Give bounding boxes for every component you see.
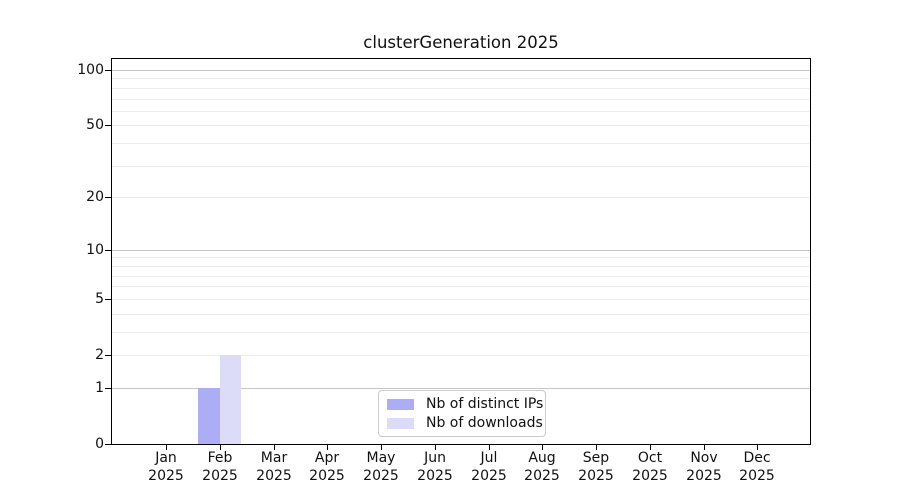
x-tick-label-mar: Mar 2025 — [256, 450, 292, 484]
x-tick-mark-sep — [596, 445, 597, 450]
gridline-minor-90 — [112, 78, 810, 80]
y-tick-mark-1 — [105, 388, 111, 389]
legend-item-distinct-ips: Nb of distinct IPs — [387, 395, 543, 414]
chart-title: clusterGeneration 2025 — [363, 33, 559, 52]
x-tick-label-sep: Sep 2025 — [578, 450, 614, 484]
x-tick-label-jan: Jan 2025 — [148, 450, 184, 484]
x-tick-label-apr: Apr 2025 — [309, 450, 345, 484]
gridline-major-100 — [112, 70, 810, 71]
x-tick-label-oct: Oct 2025 — [632, 450, 668, 484]
gridline-minor-80 — [112, 87, 810, 89]
y-tick-label-50: 50 — [86, 117, 104, 133]
y-tick-mark-0 — [105, 444, 111, 445]
gridline-major-1 — [112, 387, 810, 389]
plot-area: Nb of distinct IPs Nb of downloads — [111, 58, 811, 445]
x-tick-label-jun: Jun 2025 — [417, 450, 453, 484]
x-tick-mark-feb — [220, 445, 221, 450]
y-tick-mark-10 — [105, 250, 111, 251]
x-tick-label-nov: Nov 2025 — [686, 450, 722, 484]
legend-swatch-distinct-ips — [387, 398, 414, 410]
legend-label-downloads: Nb of downloads — [426, 414, 543, 431]
gridline-minor-5 — [112, 298, 810, 300]
legend-label-distinct-ips: Nb of distinct IPs — [426, 395, 544, 412]
gridline-minor-30 — [112, 165, 810, 167]
gridline-minor-40 — [112, 143, 810, 145]
legend-item-downloads: Nb of downloads — [387, 414, 543, 433]
gridline-minor-7 — [112, 275, 810, 277]
x-tick-mark-may — [381, 445, 382, 450]
y-tick-mark-5 — [105, 299, 111, 300]
y-tick-label-0: 0 — [95, 436, 104, 452]
x-tick-label-feb: Feb 2025 — [202, 450, 238, 484]
y-tick-label-1: 1 — [95, 380, 104, 396]
bar-nb-of-downloads-feb — [219, 355, 242, 444]
gridline-minor-2 — [112, 355, 810, 356]
x-tick-mark-aug — [542, 445, 543, 450]
y-tick-label-100: 100 — [77, 62, 104, 78]
x-tick-mark-dec — [757, 445, 758, 450]
gridline-minor-6 — [112, 286, 810, 288]
gridline-minor-20 — [112, 197, 810, 199]
x-tick-mark-apr — [327, 445, 328, 450]
x-tick-label-may: May 2025 — [363, 450, 399, 484]
x-tick-label-aug: Aug 2025 — [524, 450, 560, 484]
gridline-minor-3 — [112, 331, 810, 333]
x-tick-mark-jul — [489, 445, 490, 450]
gridline-minor-70 — [112, 98, 810, 100]
y-tick-label-10: 10 — [86, 242, 104, 258]
x-tick-mark-jun — [435, 445, 436, 450]
x-tick-mark-jan — [166, 445, 167, 450]
gridline-minor-60 — [112, 110, 810, 112]
y-tick-label-20: 20 — [86, 189, 104, 205]
gridline-major-10 — [112, 249, 810, 251]
x-tick-mark-mar — [274, 445, 275, 450]
legend-swatch-downloads — [387, 417, 414, 429]
y-tick-mark-20 — [105, 197, 111, 198]
bar-nb-of-distinct-ips-feb — [198, 387, 220, 444]
y-tick-mark-100 — [105, 70, 111, 71]
y-tick-mark-2 — [105, 355, 111, 356]
gridline-minor-50 — [112, 125, 810, 127]
x-tick-mark-oct — [650, 445, 651, 450]
y-tick-mark-50 — [105, 125, 111, 126]
x-tick-mark-nov — [704, 445, 705, 450]
gridline-minor-4 — [112, 313, 810, 315]
legend: Nb of distinct IPs Nb of downloads — [378, 390, 546, 437]
gridline-minor-8 — [112, 265, 810, 267]
y-tick-label-2: 2 — [95, 347, 104, 363]
x-tick-label-jul: Jul 2025 — [471, 450, 507, 484]
gridline-minor-9 — [112, 257, 810, 259]
y-tick-label-5: 5 — [95, 291, 104, 307]
x-tick-label-dec: Dec 2025 — [739, 450, 775, 484]
